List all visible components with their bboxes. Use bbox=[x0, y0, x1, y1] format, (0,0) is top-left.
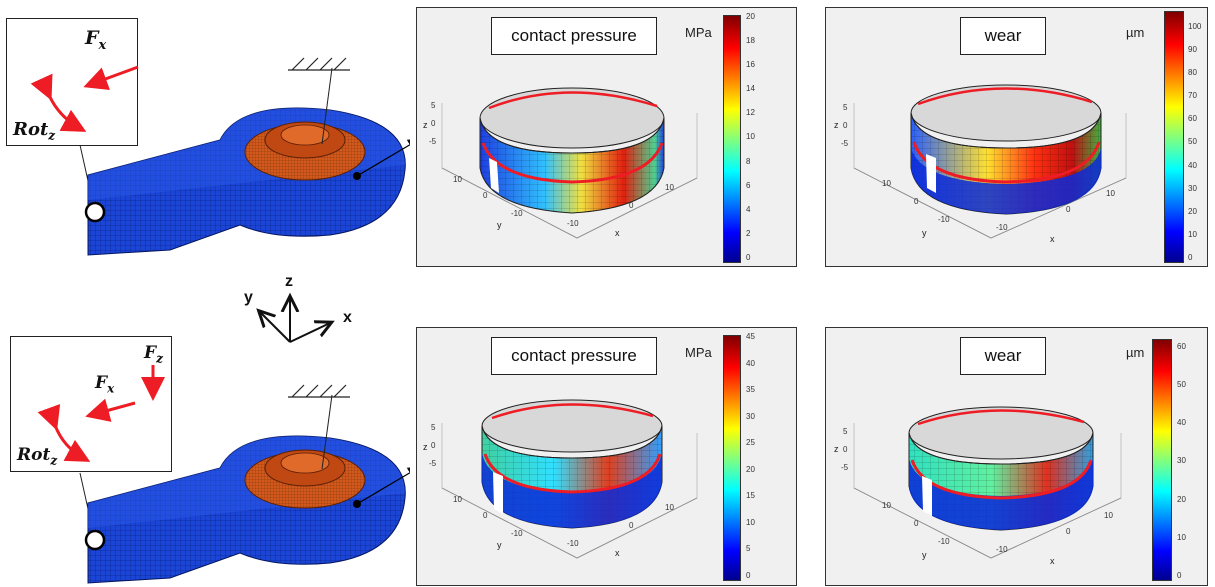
plot-title: contact pressure bbox=[491, 17, 657, 55]
x-tick: -10 bbox=[996, 223, 1008, 232]
plot-panel-wear-1: wear µm 100 90 80 70 60 50 40 30 20 10 0 5 0 -5 z … bbox=[825, 7, 1208, 267]
rod-end-mesh-2 bbox=[79, 384, 410, 584]
force-z-label: Fz bbox=[144, 343, 163, 366]
x-tick: -10 bbox=[567, 219, 579, 228]
unit-label: µm bbox=[1126, 25, 1145, 40]
y-tick: 0 bbox=[483, 191, 488, 200]
z-tick: -5 bbox=[841, 463, 849, 472]
y-tick: -10 bbox=[511, 529, 523, 538]
z-tick: -5 bbox=[429, 137, 437, 146]
plot-panel-wear-2: wear µm 60 50 40 30 20 10 0 5 0 -5 z 10 0 -10 … bbox=[825, 327, 1208, 586]
ring-plot-3d: 5 0 -5 z 10 0 -10 y -10 0 10 x bbox=[423, 87, 698, 239]
z-axis-label: z bbox=[423, 120, 428, 130]
x-tick: 0 bbox=[629, 521, 634, 530]
coordinate-axes-diagram bbox=[240, 268, 370, 343]
x-axis-label: x bbox=[615, 548, 620, 558]
plot-title: wear bbox=[960, 337, 1046, 375]
load-arrows-2 bbox=[37, 365, 165, 462]
plot-panel-pressure-1: contact pressure MPa 20 18 16 14 12 10 8 6 4 2 0 5… bbox=[416, 7, 797, 267]
y-tick: -10 bbox=[938, 215, 950, 224]
z-axis-label: z bbox=[834, 444, 839, 454]
y-tick: 0 bbox=[483, 511, 488, 520]
y-axis-label: y bbox=[497, 540, 502, 550]
force-x-label: Fx bbox=[95, 373, 115, 396]
y-tick: 10 bbox=[453, 175, 462, 184]
y-tick: 10 bbox=[882, 501, 891, 510]
unit-label: MPa bbox=[685, 345, 712, 360]
x-tick: 10 bbox=[1106, 189, 1115, 198]
axis-y-label: y bbox=[244, 289, 253, 306]
load-box-2: Fz Fx Rotz bbox=[10, 336, 172, 472]
y-axis-label: y bbox=[497, 220, 502, 230]
colorbar bbox=[723, 335, 741, 581]
x-tick: -10 bbox=[567, 539, 579, 548]
unit-label: MPa bbox=[685, 25, 712, 40]
rotation-label: Rotz bbox=[13, 119, 56, 143]
z-tick: 5 bbox=[431, 423, 436, 432]
rotation-label: Rotz bbox=[17, 445, 58, 468]
x-tick: 0 bbox=[1066, 527, 1071, 536]
axis-x-label: x bbox=[343, 309, 352, 326]
z-axis-label: z bbox=[834, 120, 839, 130]
colorbar-ticks: 20 18 16 14 12 10 8 6 4 2 0 bbox=[746, 12, 755, 262]
x-axis-label: x bbox=[1050, 556, 1055, 566]
z-axis-label: z bbox=[423, 442, 428, 452]
ring-plot-3d: 5 0 -5 z 10 0 -10 y -10 0 10 x bbox=[423, 399, 698, 559]
y-axis-label: y bbox=[922, 228, 927, 238]
y-axis-label: y bbox=[922, 550, 927, 560]
ring-plot-3d: 5 0 -5 z 10 0 -10 y -10 0 10 x bbox=[834, 84, 1127, 244]
axis-z-label: z bbox=[285, 273, 293, 290]
load-box-1: Fx Rotz bbox=[6, 18, 139, 146]
colorbar-ticks: 45 40 35 30 25 20 15 10 5 0 bbox=[746, 332, 755, 580]
y-tick: 10 bbox=[453, 495, 462, 504]
unit-label: µm bbox=[1126, 345, 1145, 360]
z-tick: -5 bbox=[841, 139, 849, 148]
x-axis-label: x bbox=[615, 228, 620, 238]
z-tick: 0 bbox=[431, 441, 436, 450]
force-x-label: Fx bbox=[85, 27, 107, 53]
x-tick: 0 bbox=[1066, 205, 1071, 214]
z-tick: -5 bbox=[429, 459, 437, 468]
plot-title: wear bbox=[960, 17, 1046, 55]
y-tick: -10 bbox=[938, 537, 950, 546]
z-tick: 0 bbox=[843, 445, 848, 454]
x-axis-label: x bbox=[1050, 234, 1055, 244]
z-tick: 0 bbox=[843, 121, 848, 130]
x-tick: 0 bbox=[629, 201, 634, 210]
x-tick: 10 bbox=[665, 183, 674, 192]
z-tick: 5 bbox=[843, 427, 848, 436]
plot-title: contact pressure bbox=[491, 337, 657, 375]
plot-panel-pressure-2: contact pressure MPa 45 40 35 30 25 20 15 10 5 0 … bbox=[416, 327, 797, 586]
x-tick: 10 bbox=[1104, 511, 1113, 520]
y-tick: 0 bbox=[914, 197, 919, 206]
colorbar-ticks: 100 90 80 70 60 50 40 30 20 10 0 bbox=[1188, 22, 1202, 262]
y-tick: 10 bbox=[882, 179, 891, 188]
z-tick: 0 bbox=[431, 119, 436, 128]
colorbar bbox=[723, 15, 741, 263]
y-tick: 0 bbox=[914, 519, 919, 528]
load-arrows-1 bbox=[30, 65, 139, 132]
ring-plot-3d: 5 0 -5 z 10 0 -10 y -10 0 10 x bbox=[834, 406, 1122, 566]
z-tick: 5 bbox=[843, 103, 848, 112]
colorbar-ticks: 60 50 40 30 20 10 0 bbox=[1177, 342, 1186, 580]
x-tick: -10 bbox=[996, 545, 1008, 554]
y-tick: -10 bbox=[511, 209, 523, 218]
colorbar bbox=[1164, 11, 1184, 263]
rod-end-mesh-1 bbox=[79, 57, 410, 256]
z-tick: 5 bbox=[431, 101, 436, 110]
x-tick: 10 bbox=[665, 503, 674, 512]
colorbar bbox=[1152, 339, 1172, 581]
